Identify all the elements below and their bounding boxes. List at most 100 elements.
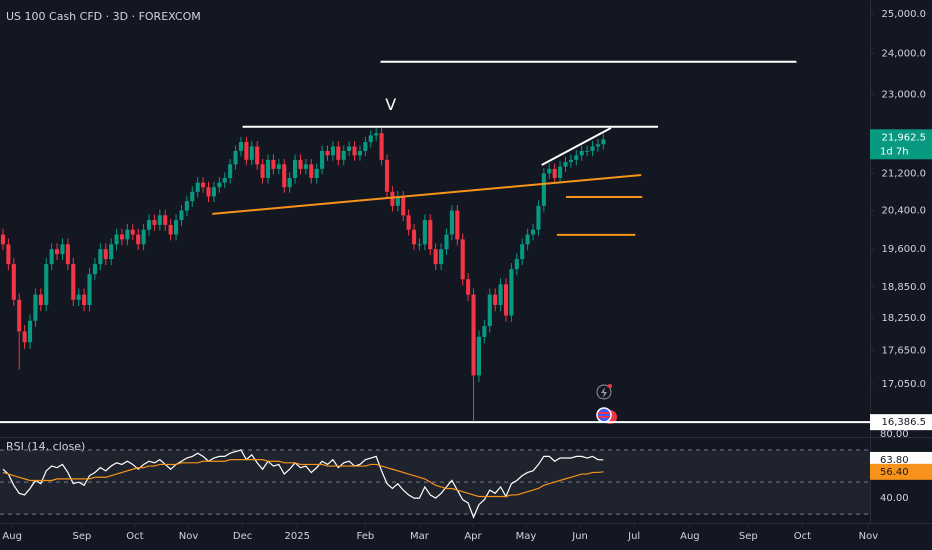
candle-body [411,229,417,245]
trend-line [541,127,612,166]
candle-body [265,159,271,178]
candle-body [130,229,135,235]
candle-body [65,244,70,265]
candle-body [563,162,568,167]
candle-body [363,142,368,151]
candle-body [433,249,438,265]
candle-body [482,326,487,337]
candle-body [17,299,22,332]
candle-body [601,139,606,145]
candle-body [233,150,238,165]
candle-body [558,166,563,178]
candle-body [49,249,54,265]
annotation: V [385,95,396,114]
candle-body [195,182,200,192]
candle-body [287,177,292,188]
candle-body [87,274,92,305]
candle-body [82,294,87,305]
candle-body [341,150,346,160]
level-label: 16,386.5 [881,417,926,428]
last-value-bg [870,463,932,480]
candle-body [38,294,43,305]
last-price-label: 21,962.5 [881,132,926,143]
countdown: 1d 7h [880,146,909,157]
x-tick-label: Feb [357,531,375,542]
candle-body [6,244,11,265]
candle-body [276,164,281,169]
x-tick-label: Nov [179,531,199,542]
candle-body [0,234,6,245]
candle-body [466,279,471,295]
trend-line [212,174,642,215]
candle-body [536,205,541,230]
candle-body [449,210,454,235]
candle-body [568,159,573,163]
candle-body [249,146,254,160]
y-tick-label: 80.00 [880,429,909,440]
candle-body [444,234,449,250]
candle-body [357,150,363,156]
candle-body [439,249,444,265]
candle-body [174,220,179,235]
candle-body [206,187,211,197]
candle-body [384,159,390,192]
candle-body [228,164,233,178]
candle-body [574,155,579,160]
candle-body [547,168,552,174]
y-tick-label: 21,200.0 [881,168,926,179]
candle-body [406,215,411,230]
x-tick-label: Aug [680,531,700,542]
candle-body [211,187,216,197]
candle-body [476,336,482,376]
candle-body [11,264,16,300]
candle-body [260,164,265,178]
candle-body [103,249,108,260]
x-tick-label: Jul [627,531,640,542]
y-tick-label: 25,000.0 [881,9,926,20]
candle-body [114,234,119,245]
event-icons [596,384,617,424]
y-tick-label: 24,000.0 [881,49,926,60]
candle-body [579,150,584,156]
candle-body [390,191,395,206]
candle-body [471,294,476,376]
x-tick-label: Aug [2,531,22,542]
chart-title: US 100 Cash CFD · 3D · FOREXCOM [6,10,201,23]
candle-body [76,294,81,300]
y-tick-label: 40.00 [880,493,909,504]
candle-body [98,249,103,265]
candle-body [152,220,157,225]
candle-body [92,264,97,275]
candle-body [401,196,406,216]
candle-body [514,259,519,270]
y-tick-label: 19,600.0 [881,244,926,255]
candle-body [179,210,184,221]
candle-body [530,229,536,235]
alert-dot [608,384,612,388]
candle-body [395,196,400,206]
x-tick-label: Apr [464,531,482,542]
candle-body [520,244,525,260]
last-value-label: 63.80 [880,455,909,466]
rsi-line [2,459,604,498]
candle-body [590,146,595,151]
candles [0,128,606,422]
candle-body [368,135,373,143]
x-tick-label: May [516,531,537,542]
level-label-bg [870,414,932,431]
candle-body [271,159,276,169]
y-tick-label: 17,650.0 [881,345,926,356]
candle-body [460,239,465,280]
candle-body [55,249,60,255]
candle-body [238,142,244,151]
x-tick-label: 2025 [284,531,309,542]
candle-body [22,331,27,343]
lightning-glyph [601,387,607,398]
candle-body [201,182,206,188]
candle-body [525,234,530,245]
x-tick-label: Oct [126,531,143,542]
candle-body [374,133,379,136]
candle-body [428,220,433,250]
candle-body [455,210,460,240]
candle-body [125,229,130,240]
